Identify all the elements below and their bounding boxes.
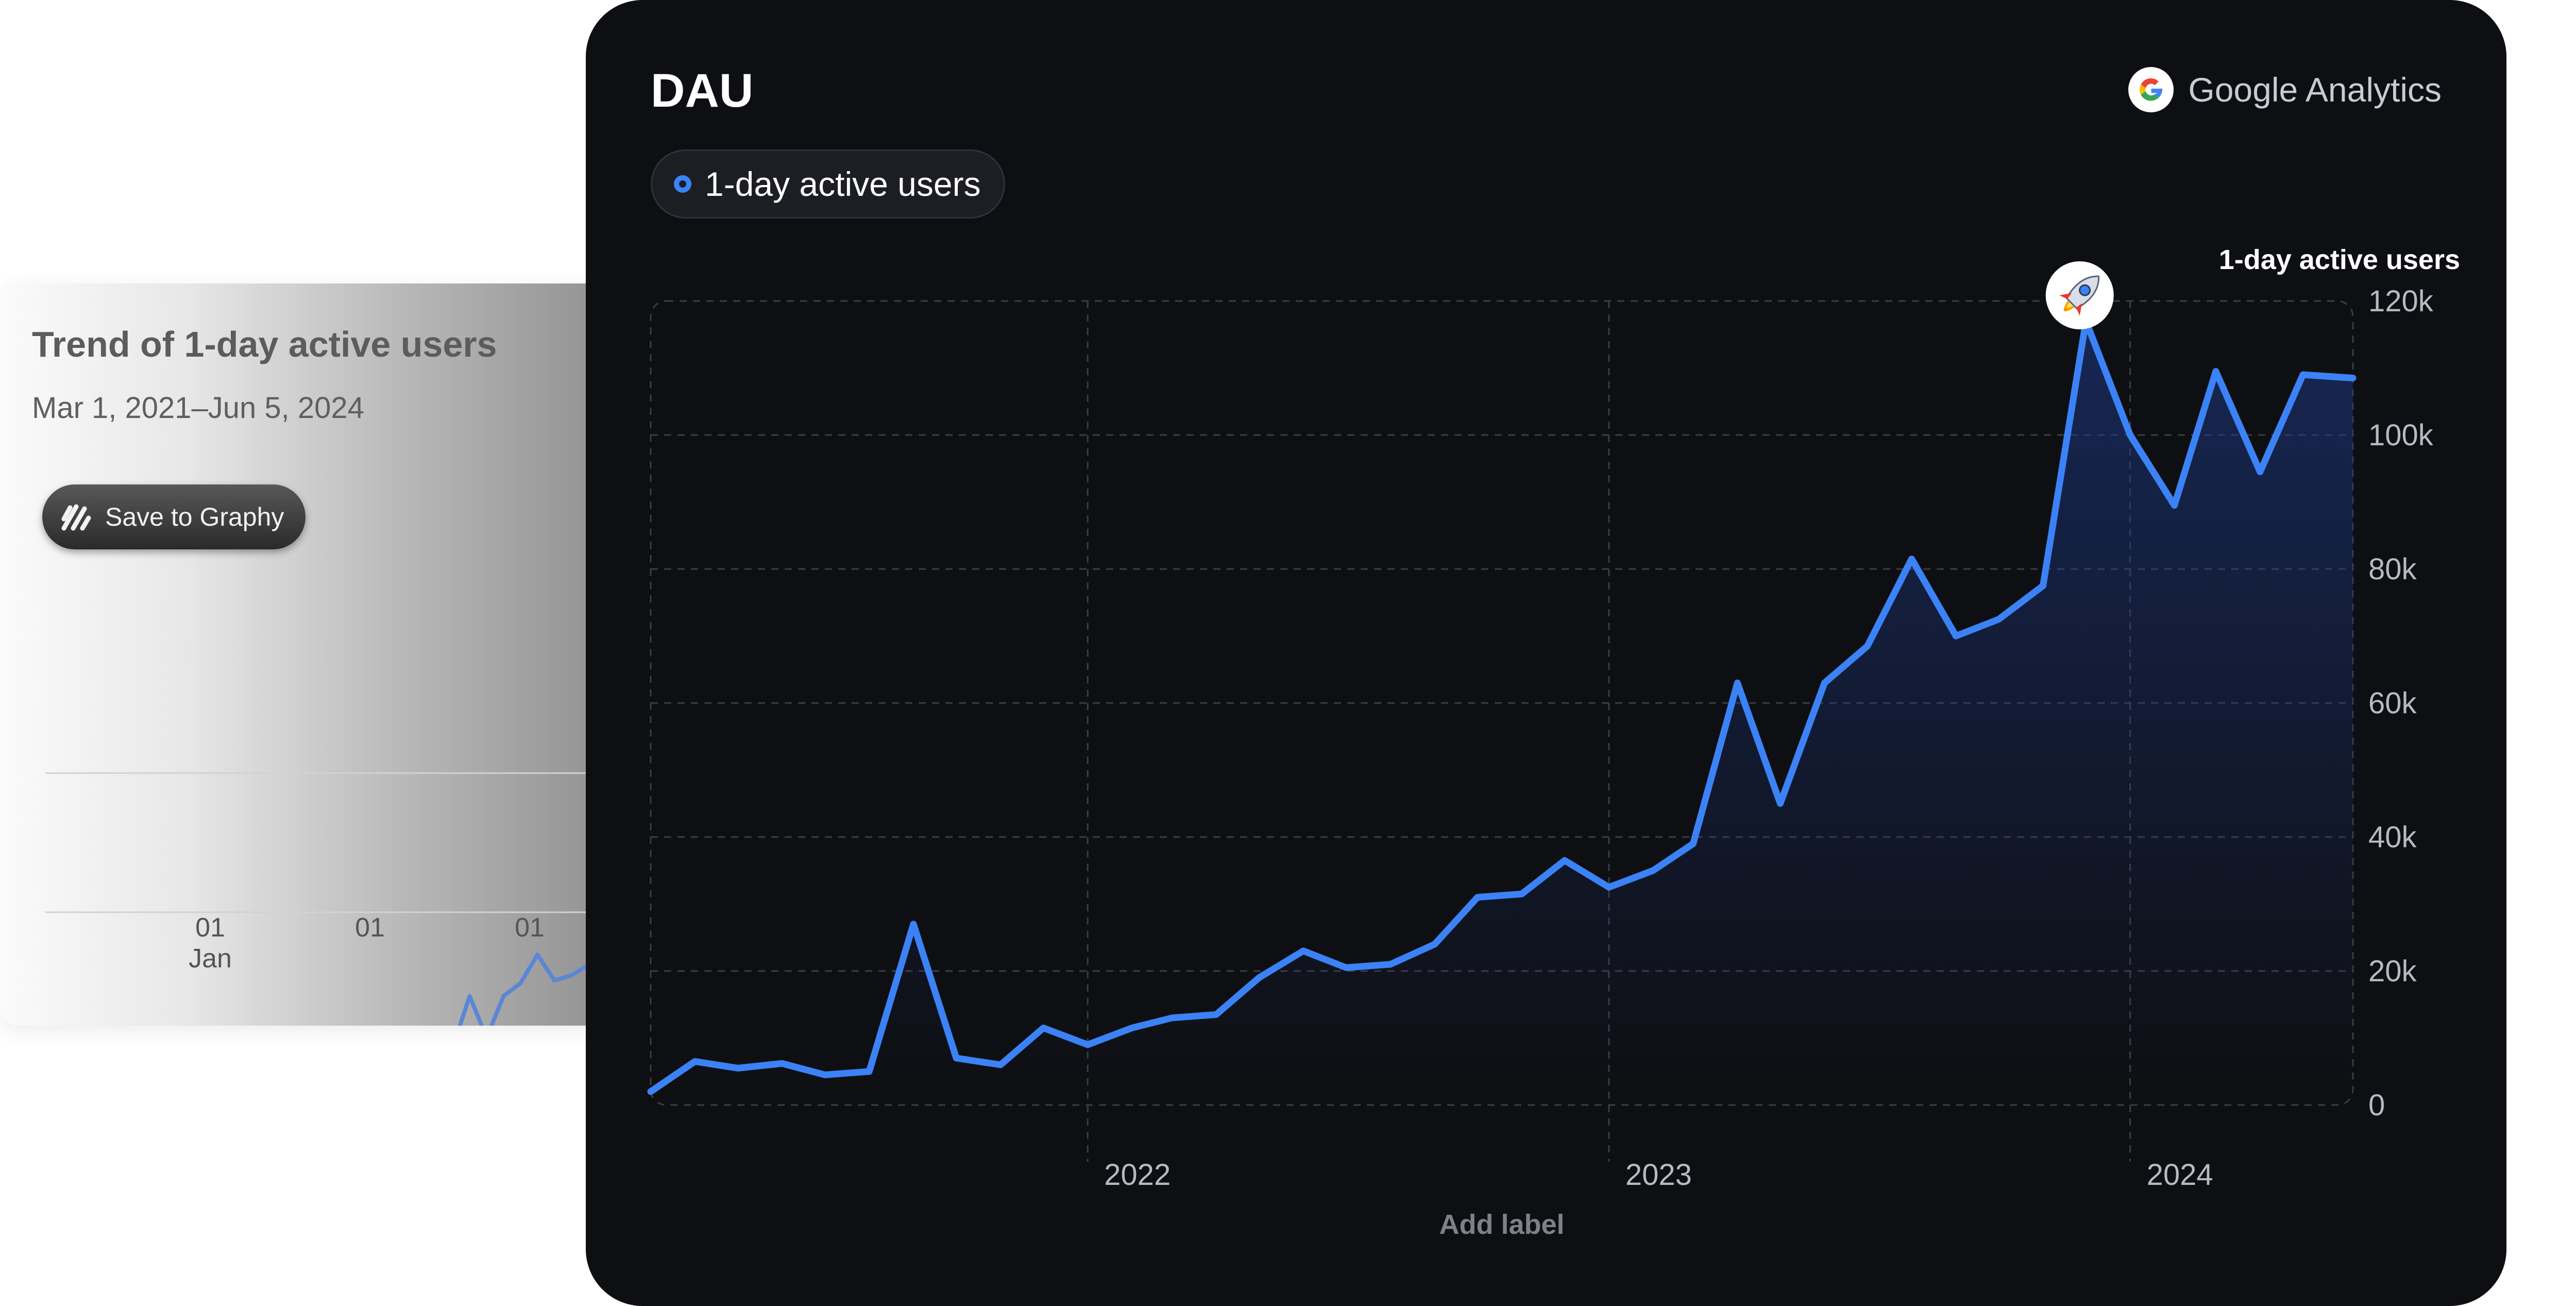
y-tick-label-6: 120k <box>2368 284 2434 318</box>
background-x-tick-2: 01 <box>355 913 385 943</box>
data-point-34 <box>2128 433 2132 437</box>
y-tick-label-0: 0 <box>2368 1089 2385 1122</box>
data-point-16 <box>1344 966 1348 970</box>
data-point-0 <box>649 1090 653 1094</box>
legend-item[interactable]: 1-day active users <box>651 149 1005 219</box>
data-point-15 <box>1301 949 1306 953</box>
data-source: Google Analytics <box>2127 66 2442 113</box>
data-point-19 <box>1476 895 1480 899</box>
data-point-18 <box>1433 942 1437 946</box>
x-tick-label-2024: 2024 <box>2147 1158 2213 1192</box>
background-x-tick-3: 01 <box>515 913 545 943</box>
data-point-14 <box>1257 976 1261 980</box>
x-axis-label[interactable]: Add label <box>1439 1209 1564 1240</box>
y-tick-label-2: 40k <box>2368 821 2417 854</box>
data-point-6 <box>911 922 916 926</box>
data-point-2 <box>736 1066 740 1070</box>
background-date-range: Mar 1, 2021–Jun 5, 2024 <box>32 391 364 425</box>
data-point-13 <box>1214 1013 1218 1017</box>
background-x-tick-1: 01 Jan <box>189 913 232 974</box>
data-point-38 <box>2301 373 2305 377</box>
data-point-10 <box>1086 1043 1090 1047</box>
rocket-icon <box>2045 261 2114 329</box>
y-tick-label-5: 100k <box>2368 418 2434 452</box>
series-line <box>647 317 2357 1095</box>
y-tick-label-4: 80k <box>2368 552 2417 586</box>
data-point-27 <box>1822 681 1826 685</box>
x-tick-label-2022: 2022 <box>1104 1158 1171 1192</box>
data-point-32 <box>2041 584 2045 588</box>
data-point-4 <box>823 1073 827 1077</box>
data-point-37 <box>2258 470 2262 474</box>
data-point-9 <box>1041 1026 1045 1030</box>
y-axis-label: 1-day active users <box>2219 244 2460 275</box>
background-chart-card: Trend of 1-day active users Mar 1, 2021–… <box>0 283 629 1026</box>
series-area-fill <box>651 321 2353 1105</box>
data-point-8 <box>998 1063 1003 1067</box>
data-point-1 <box>693 1060 697 1064</box>
x-tick-label-2023: 2023 <box>1625 1158 1692 1192</box>
data-point-3 <box>780 1061 784 1065</box>
data-point-20 <box>1520 892 1524 896</box>
data-point-36 <box>2214 370 2218 374</box>
data-point-11 <box>1130 1026 1134 1030</box>
data-point-12 <box>1170 1016 1174 1020</box>
data-point-24 <box>1691 842 1695 846</box>
chart-title: DAU <box>651 64 754 117</box>
background-line-chart <box>45 772 629 1026</box>
legend-series-marker <box>674 175 691 193</box>
save-to-graphy-button[interactable]: Save to Graphy <box>42 484 306 549</box>
data-point-25 <box>1735 681 1739 685</box>
data-point-21 <box>1563 859 1567 863</box>
x-axis-ticks: 2022 2023 2024 <box>1104 1158 2213 1192</box>
background-grid <box>45 772 629 913</box>
background-series-line <box>457 875 629 1026</box>
data-point-26 <box>1778 801 1783 806</box>
google-logo-icon <box>2128 67 2174 112</box>
data-point-17 <box>1388 962 1393 966</box>
main-chart-card: DAU Google Analytics 1-day active users … <box>586 0 2506 1306</box>
y-axis-ticks: 0 20k 40k 60k 80k 100k 120k <box>2368 284 2434 1122</box>
save-button-label: Save to Graphy <box>105 503 284 531</box>
data-point-5 <box>867 1069 871 1074</box>
y-tick-label-3: 60k <box>2368 687 2417 720</box>
data-point-7 <box>954 1056 958 1060</box>
data-point-22 <box>1607 885 1611 890</box>
graphy-logo-icon <box>61 504 91 531</box>
data-point-30 <box>1954 634 1958 638</box>
background-chart-title: Trend of 1-day active users <box>32 324 497 364</box>
data-point-35 <box>2173 504 2177 508</box>
dau-area-chart: 0 20k 40k 60k 80k 100k 120k 2022 2023 2024 1-day… <box>647 244 2460 1240</box>
data-source-label: Google Analytics <box>2188 71 2442 109</box>
data-point-31 <box>1997 617 2001 622</box>
data-point-39 <box>2351 376 2355 380</box>
data-point-29 <box>1910 557 1914 561</box>
legend-label: 1-day active users <box>705 165 981 203</box>
y-tick-label-1: 20k <box>2368 955 2417 988</box>
data-point-23 <box>1651 868 1655 873</box>
data-point-28 <box>1866 644 1870 648</box>
